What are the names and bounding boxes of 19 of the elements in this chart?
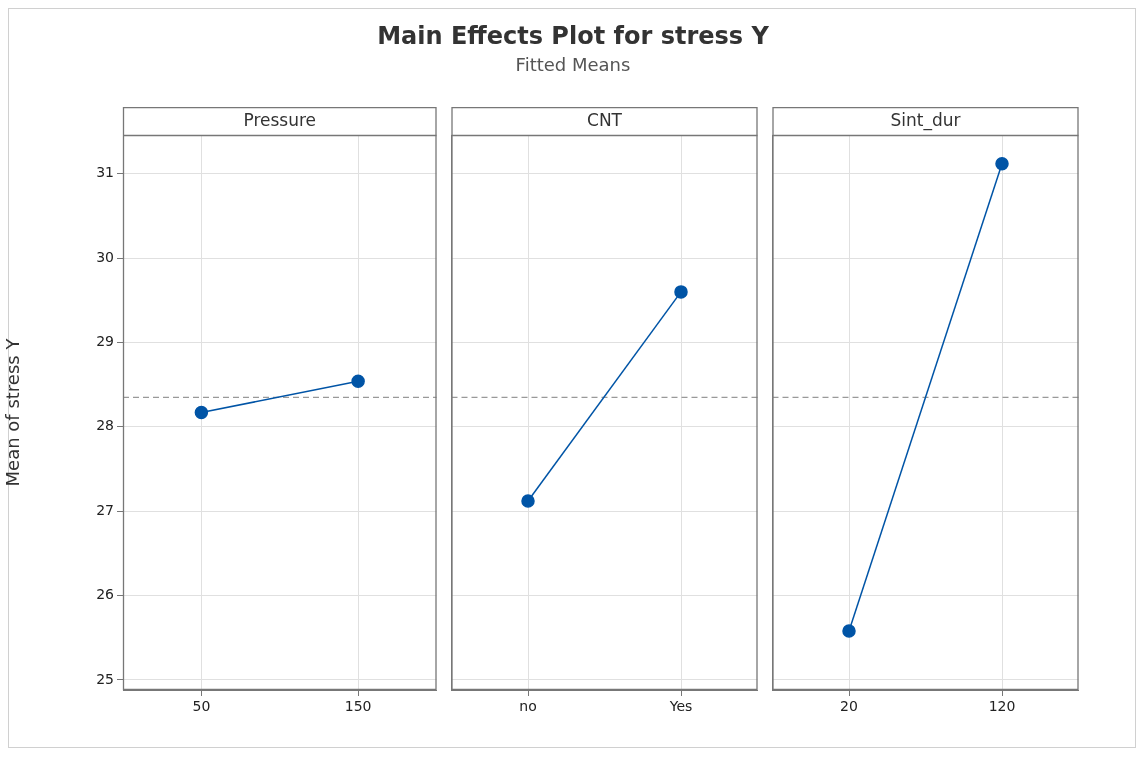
y-tick-label: 26 — [96, 586, 115, 603]
x-tick-label: 150 — [344, 698, 372, 715]
y-tick-label: 28 — [96, 417, 114, 434]
x-tick-label: 20 — [840, 698, 858, 715]
chart-title: Pressure — [243, 110, 317, 131]
y-tick-label: 29 — [96, 333, 114, 350]
x-tick-label: Yes — [668, 698, 693, 715]
text: Main Effects Plot for stress Y — [376, 22, 770, 50]
y-tick-label: 25 — [96, 670, 114, 687]
y-axis-title: Mean of stress Y — [2, 337, 24, 487]
y-tick-label: 30 — [96, 248, 114, 265]
x-tick-label: 120 — [988, 698, 1016, 715]
y-tick-label: 31 — [96, 164, 114, 181]
x-tick-label: 50 — [192, 698, 211, 715]
y-tick-label: 27 — [96, 501, 114, 518]
text: Fitted Means — [514, 54, 632, 75]
chart-title: Sint_dur — [890, 110, 961, 132]
chart-title: CNT — [587, 110, 623, 131]
x-tick-label: no — [519, 698, 537, 715]
